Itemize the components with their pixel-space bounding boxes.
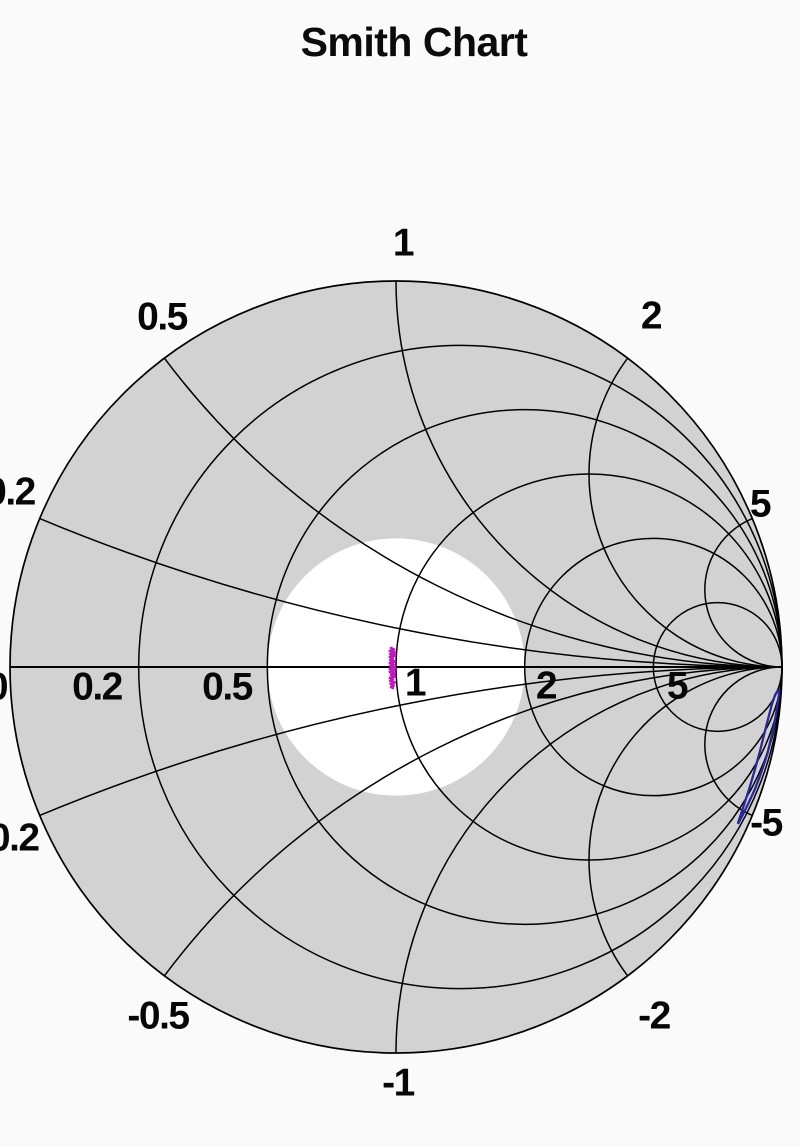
reactance-label--0.5: -0.5 (127, 995, 189, 1038)
reactance-arc--2 (588, 666, 783, 977)
reactance-label-5: 5 (750, 483, 771, 526)
reactance-arc--0.5 (163, 666, 783, 977)
reactance-arc-1 (395, 280, 783, 668)
resistance-label-0.5: 0.5 (202, 666, 253, 709)
reactance-arc-2 (588, 357, 783, 668)
reactance-label-0.2: 0.2 (0, 471, 36, 514)
resistance-label-0: 0 (0, 666, 8, 709)
reactance-arc--0.2 (39, 666, 783, 817)
trace-blue (736, 689, 781, 825)
reactance-arc-0.5 (163, 357, 783, 668)
reactance-arc--1 (395, 666, 783, 1054)
reactance-label--1: -1 (382, 1062, 414, 1105)
traces-layer (388, 646, 781, 825)
reactance-label--2: -2 (638, 995, 670, 1038)
reactance-label--5: -5 (750, 802, 782, 845)
reactance-label-2: 2 (641, 295, 662, 338)
reactance-arc--5 (704, 666, 783, 817)
reactance-label--0.2: -0.2 (0, 817, 39, 860)
resistance-label-5: 5 (667, 665, 688, 708)
chart-title: Smith Chart (301, 19, 529, 65)
labels-layer: 0 0.2 0.5 1 2 5 0.2 0.5 1 2 5 -0.2 -0.5 -1 -2 -5 (0, 222, 784, 1105)
reactance-label-0.5: 0.5 (137, 296, 188, 339)
reactance-arc-5 (704, 517, 783, 668)
resistance-label-1: 1 (405, 662, 426, 705)
resistance-label-0.2: 0.2 (72, 666, 123, 709)
resistance-label-2: 2 (536, 665, 557, 708)
reactance-label-1: 1 (393, 222, 414, 265)
trace-magenta (388, 646, 397, 690)
reactance-arc-0.2 (39, 517, 783, 668)
